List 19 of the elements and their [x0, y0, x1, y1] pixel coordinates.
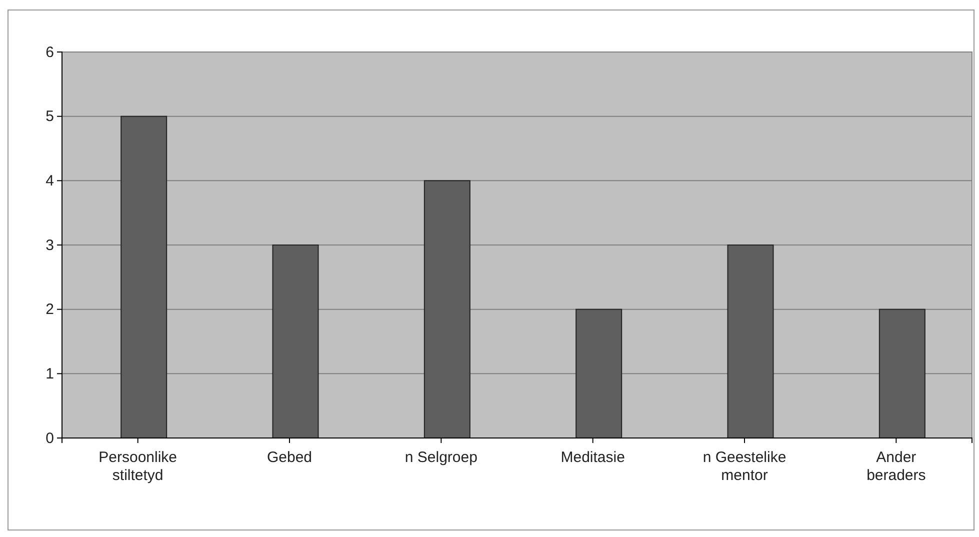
y-tick-label: 6 [46, 44, 54, 61]
bar [727, 244, 774, 438]
bar [120, 116, 168, 438]
y-tick-label: 3 [46, 236, 54, 254]
y-tick-label: 2 [46, 301, 54, 318]
x-tick-label: Gebed [266, 449, 312, 466]
y-tick-label: 1 [46, 365, 54, 382]
bar [424, 180, 470, 438]
y-tick-label: 0 [46, 430, 54, 447]
x-tick-label: n Geestelike mentor [702, 449, 786, 484]
y-tick-label: 4 [46, 172, 54, 190]
bar [878, 308, 926, 438]
x-tick-label: Meditasie [560, 449, 625, 466]
x-tick-label: Ander beraders [866, 449, 926, 484]
y-tick-label: 5 [46, 108, 54, 126]
bar [272, 244, 319, 438]
x-tick-label: Persoonlike stiltetyd [98, 449, 178, 484]
bar [576, 308, 622, 438]
x-tick-label: n Selgroep [404, 449, 478, 466]
